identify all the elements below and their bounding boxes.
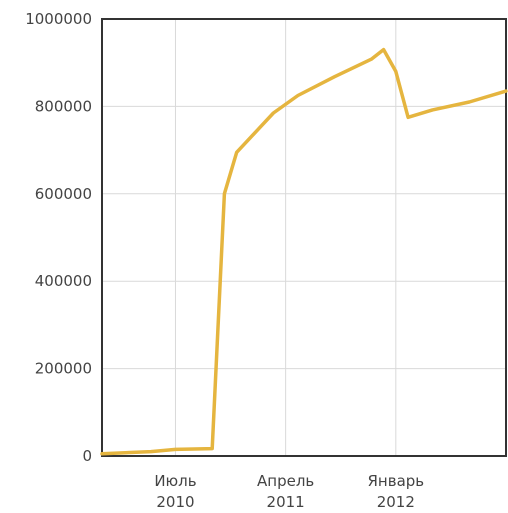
- y-tick-label: 600000: [35, 185, 92, 203]
- x-axis-tick-labels: Июль 2010 Апрель 2011 Январь 2012: [154, 472, 424, 511]
- series-line: [100, 47, 508, 456]
- series-layer: [100, 47, 508, 456]
- y-tick-label: 0: [82, 447, 92, 465]
- x-tick-sublabel: 2011: [267, 493, 305, 511]
- y-tick-label: 200000: [35, 360, 92, 378]
- y-axis-tick-labels: 0 200000 400000 600000 800000 1000000: [25, 10, 92, 465]
- x-tick-label: Январь: [368, 472, 425, 490]
- horizontal-gridlines: [102, 18, 506, 457]
- y-tick-label: 1000000: [25, 10, 92, 28]
- vertical-gridlines: [174, 19, 397, 456]
- plot-area-frame: [101, 18, 507, 457]
- x-tick-label: Июль: [154, 472, 196, 490]
- x-tick-sublabel: 2012: [377, 493, 415, 511]
- y-tick-label: 800000: [35, 97, 92, 115]
- x-tick-label: Апрель: [257, 472, 314, 490]
- y-tick-label: 400000: [35, 272, 92, 290]
- x-tick-sublabel: 2010: [156, 493, 194, 511]
